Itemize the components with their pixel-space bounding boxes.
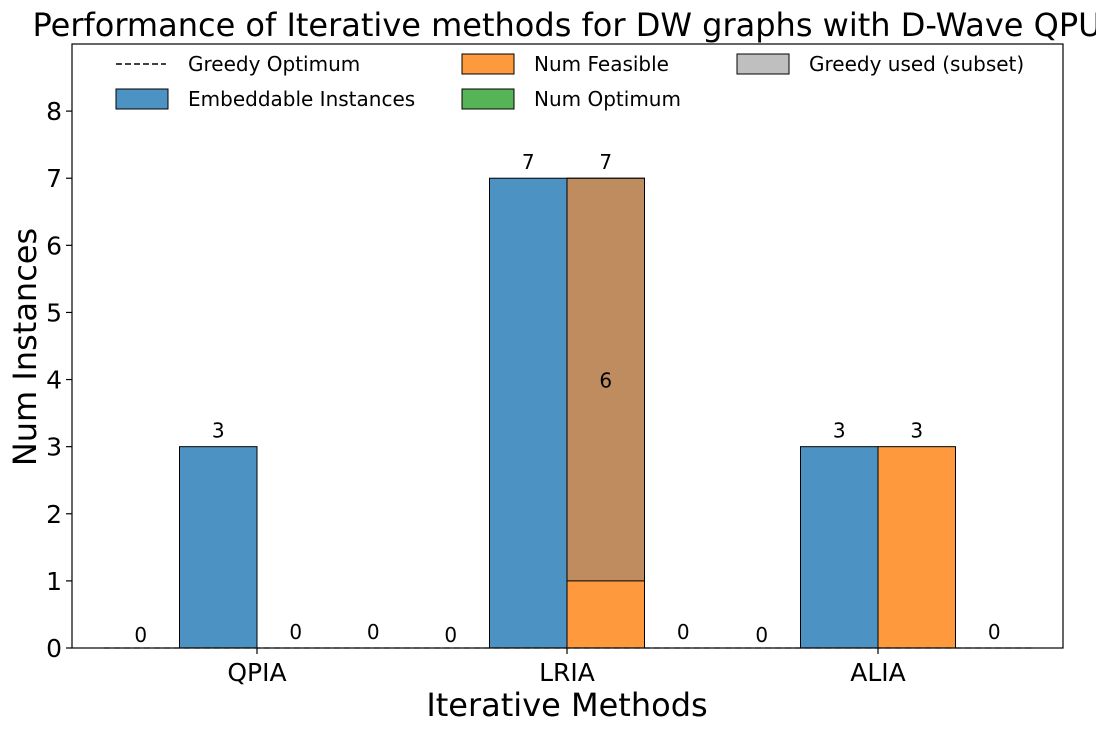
bar-embeddable-instances <box>179 446 258 649</box>
y-tick-label: 1 <box>46 567 62 596</box>
x-tick-label: ALIA <box>850 658 906 687</box>
x-tick-label: QPIA <box>227 658 286 687</box>
bar-embeddable-instances <box>489 177 568 649</box>
y-tick-label: 5 <box>46 298 62 327</box>
legend: Greedy Optimum Embeddable Instances Num Fe… <box>115 52 1024 111</box>
data-label-num-feasible: 7 <box>599 150 612 174</box>
data-label-num-optimum: 0 <box>988 620 1001 644</box>
data-label-greedy-optimum: 0 <box>134 623 147 647</box>
x-tick-label: LRIA <box>539 658 595 687</box>
y-tick-label: 8 <box>46 97 62 126</box>
data-label-greedy-optimum: 0 <box>755 623 768 647</box>
bar-embeddable-instances <box>800 446 879 649</box>
legend-label: Greedy Optimum <box>188 52 360 76</box>
data-label-num-optimum: 0 <box>367 620 380 644</box>
y-tick-label: 0 <box>46 634 62 663</box>
data-label-num-optimum: 0 <box>677 620 690 644</box>
data-label-num-feasible: 0 <box>289 620 302 644</box>
legend-item: Embeddable Instances <box>115 87 415 111</box>
legend-label: Num Optimum <box>534 87 681 111</box>
legend-swatch <box>736 53 790 75</box>
data-label-greedy-optimum: 0 <box>444 623 457 647</box>
legend-label: Num Feasible <box>534 52 669 76</box>
data-label-embeddable: 3 <box>212 419 225 443</box>
legend-item: Num Feasible <box>461 52 669 76</box>
chart-title: Performance of Iterative methods for DW … <box>32 6 1096 44</box>
legend-item: Greedy used (subset) <box>736 52 1024 76</box>
data-label-greedy-used: 6 <box>599 369 612 393</box>
legend-item: Num Optimum <box>461 87 681 111</box>
y-tick-label: 3 <box>46 433 62 462</box>
data-label-embeddable: 3 <box>833 419 846 443</box>
legend-label: Greedy used (subset) <box>809 52 1024 76</box>
legend-label: Embeddable Instances <box>188 87 415 111</box>
y-tick-label: 2 <box>46 500 62 529</box>
data-label-num-feasible: 3 <box>910 419 923 443</box>
legend-swatch <box>115 88 169 110</box>
y-tick-label: 7 <box>46 164 62 193</box>
bar-greedy-used-subset <box>566 177 645 582</box>
legend-swatch <box>461 88 515 110</box>
legend-swatch <box>461 53 515 75</box>
x-axis-label: Iterative Methods <box>426 686 707 724</box>
y-tick-label: 4 <box>46 366 62 395</box>
data-label-embeddable: 7 <box>522 150 535 174</box>
y-axis-label: Num Instances <box>6 228 44 466</box>
y-tick-label: 6 <box>46 231 62 260</box>
legend-item: Greedy Optimum <box>116 52 360 76</box>
bar-num-feasible <box>877 446 956 649</box>
